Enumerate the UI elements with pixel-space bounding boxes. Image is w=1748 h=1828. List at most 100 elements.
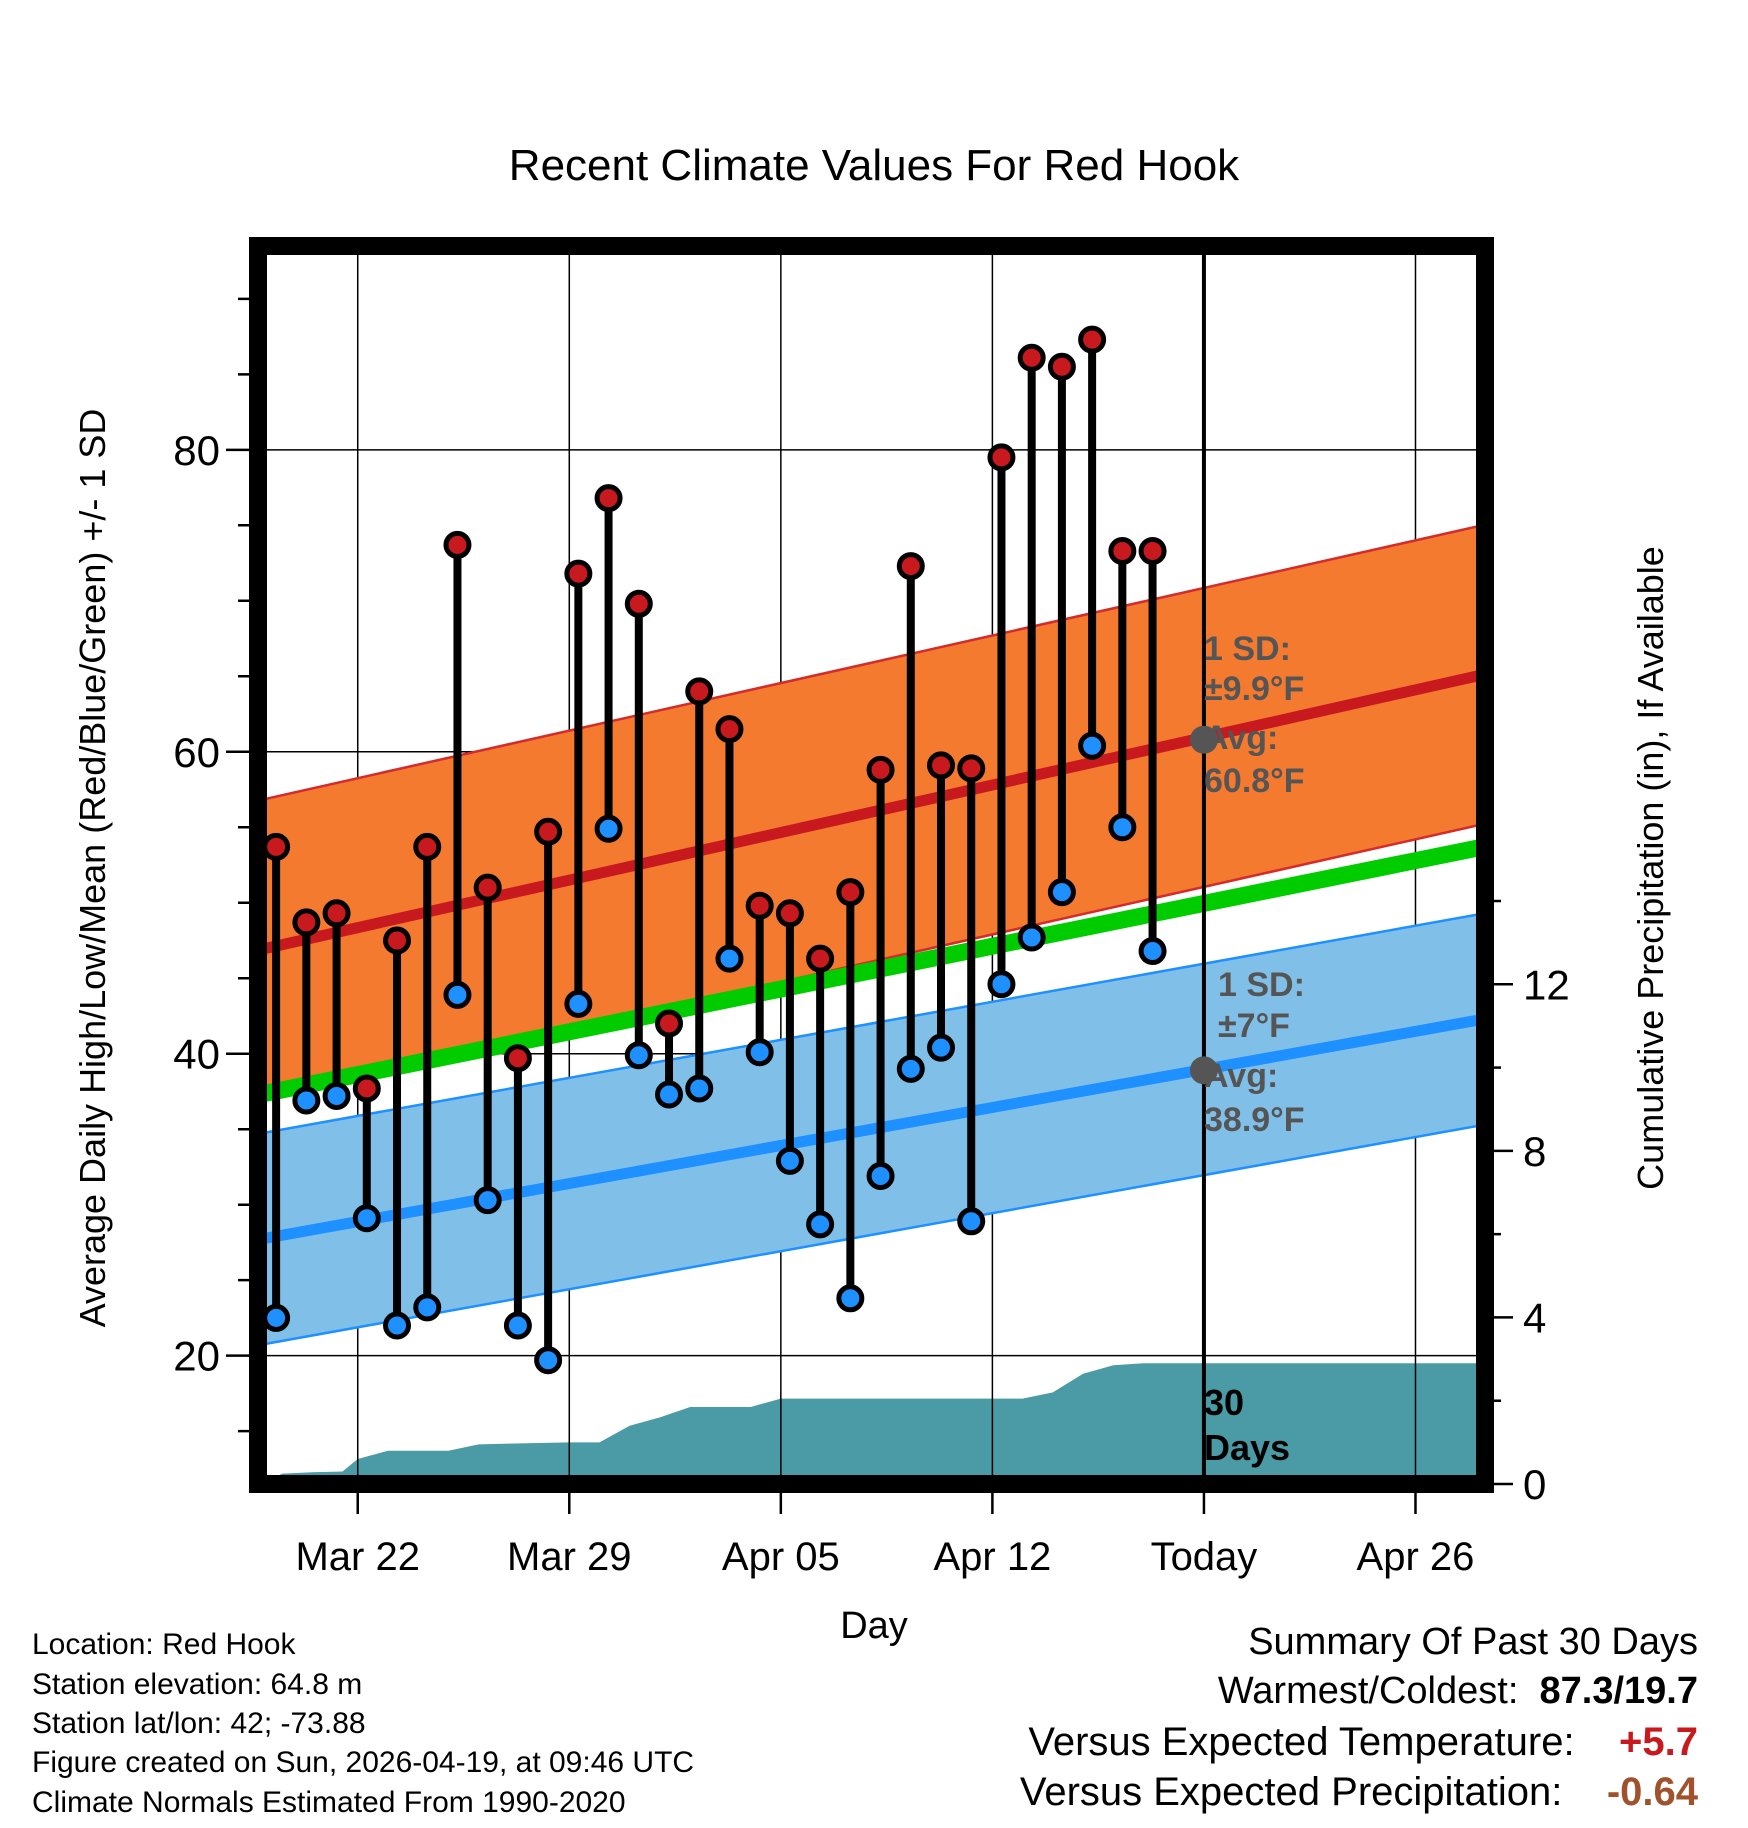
daily-low-point	[655, 1080, 684, 1109]
today-high-normal-marker	[1189, 725, 1218, 754]
meta-location: Location: Red Hook	[32, 1628, 296, 1661]
daily-low-point	[896, 1054, 925, 1083]
daily-low-point	[352, 1204, 381, 1233]
low-avg-label: Avg:	[1204, 1057, 1278, 1095]
y-tick-label-left: 60	[173, 729, 220, 776]
daily-high-point	[292, 908, 321, 937]
daily-high-point	[503, 1044, 532, 1073]
x-tick-label: Apr 12	[933, 1535, 1051, 1579]
high-sd-label: 1 SD:	[1204, 630, 1291, 668]
daily-low-point	[262, 1303, 291, 1332]
daily-high-point	[1078, 325, 1107, 354]
y-axis-label-left: Average Daily High/Low/Mean (Red/Blue/Gr…	[72, 409, 113, 1328]
summary-precip-value: -0.64	[1606, 1770, 1698, 1814]
daily-high-point	[896, 552, 925, 581]
low-sd-band-upper-edge	[258, 911, 1485, 1136]
x-tick-label: Apr 26	[1357, 1535, 1475, 1579]
daily-low-point	[322, 1081, 351, 1110]
plot-area	[258, 246, 1485, 1484]
daily-high-point	[836, 878, 865, 907]
daily-low-point	[685, 1074, 714, 1103]
y-axis-label-right: Cumulative Precipitation (in), If Availa…	[1630, 546, 1671, 1190]
meta-created: Figure created on Sun, 2026-04-19, at 09…	[32, 1746, 695, 1779]
y-tick-label-left: 40	[173, 1031, 220, 1078]
daily-high-point	[413, 832, 442, 861]
daily-high-point	[322, 899, 351, 928]
daily-low-point	[443, 980, 472, 1009]
summary-precip-row: Versus Expected Precipitation: -0.64	[1020, 1770, 1698, 1815]
daily-high-point	[594, 484, 623, 513]
chart-title: Recent Climate Values For Red Hook	[509, 141, 1240, 190]
daily-high-point	[866, 755, 895, 784]
daily-low-point	[292, 1086, 321, 1115]
daily-low-point	[1138, 937, 1167, 966]
daily-low-point	[866, 1162, 895, 1191]
days-count-label: 30	[1204, 1382, 1244, 1423]
summary-temp-row: Versus Expected Temperature: +5.7	[1028, 1720, 1698, 1765]
daily-high-point	[806, 944, 835, 973]
y-tick-label-right: 12	[1523, 961, 1570, 1008]
plot-frame	[249, 237, 1494, 1493]
summary-title: Summary Of Past 30 Days	[1248, 1621, 1698, 1663]
daily-low-point	[715, 944, 744, 973]
daily-low-point	[413, 1293, 442, 1322]
y-tick-label-left: 20	[173, 1333, 220, 1380]
daily-high-point	[624, 589, 653, 618]
daily-low-point	[1078, 731, 1107, 760]
daily-high-point	[1047, 352, 1076, 381]
high-sd-value: ±9.9°F	[1204, 670, 1304, 708]
low-sd-label: 1 SD:	[1218, 966, 1305, 1004]
summary-precip-label: Versus Expected Precipitation:	[1019, 1770, 1563, 1814]
daily-high-point	[1017, 343, 1046, 372]
y-tick-label-left: 80	[173, 427, 220, 474]
daily-high-point	[1138, 536, 1167, 565]
daily-low-point	[745, 1038, 774, 1067]
normal-high-line	[258, 668, 1485, 956]
daily-low-point	[534, 1346, 563, 1375]
x-axis-label: Day	[840, 1605, 908, 1647]
y-tick-label-right: 4	[1523, 1294, 1546, 1341]
daily-low-point	[564, 989, 593, 1018]
high-avg-value: 60.8°F	[1204, 762, 1305, 800]
low-sd-value: ±7°F	[1218, 1007, 1290, 1045]
daily-high-point	[775, 899, 804, 928]
normal-low-line	[258, 1013, 1485, 1245]
meta-elevation: Station elevation: 64.8 m	[32, 1668, 363, 1701]
daily-high-point	[957, 754, 986, 783]
daily-low-point	[1047, 878, 1076, 907]
daily-high-point	[473, 873, 502, 902]
daily-high-point	[352, 1074, 381, 1103]
daily-low-point	[383, 1311, 412, 1340]
daily-high-point	[1108, 536, 1137, 565]
high-sd-band-upper-edge	[258, 523, 1485, 802]
daily-low-point	[1108, 813, 1137, 842]
daily-high-point	[262, 832, 291, 861]
summary-warmest-value: 87.3/19.7	[1539, 1670, 1698, 1712]
low-sd-band-lower-edge	[258, 1123, 1485, 1347]
daily-low-point	[775, 1146, 804, 1175]
summary-warmest-row: Warmest/Coldest: 87.3/19.7	[1218, 1670, 1698, 1713]
daily-low-point	[594, 814, 623, 843]
daily-high-point	[987, 443, 1016, 472]
daily-low-point	[957, 1207, 986, 1236]
daily-high-point	[715, 715, 744, 744]
summary-warmest-label: Warmest/Coldest:	[1217, 1670, 1519, 1712]
daily-high-point	[927, 751, 956, 780]
daily-low-point	[624, 1041, 653, 1070]
daily-high-point	[685, 677, 714, 706]
x-tick-label: Mar 22	[295, 1535, 420, 1579]
daily-low-point	[836, 1284, 865, 1313]
daily-high-point	[534, 817, 563, 846]
today-low-normal-marker	[1189, 1056, 1218, 1085]
daily-low-point	[473, 1186, 502, 1215]
daily-low-point	[987, 970, 1016, 999]
meta-latlon: Station lat/lon: 42; -73.88	[32, 1707, 366, 1740]
y-tick-label-right: 8	[1523, 1128, 1546, 1175]
summary-temp-value: +5.7	[1619, 1720, 1698, 1764]
low-avg-value: 38.9°F	[1204, 1101, 1305, 1139]
high-avg-label: Avg:	[1204, 719, 1278, 757]
daily-high-point	[564, 559, 593, 588]
daily-low-point	[1017, 923, 1046, 952]
daily-low-point	[927, 1033, 956, 1062]
